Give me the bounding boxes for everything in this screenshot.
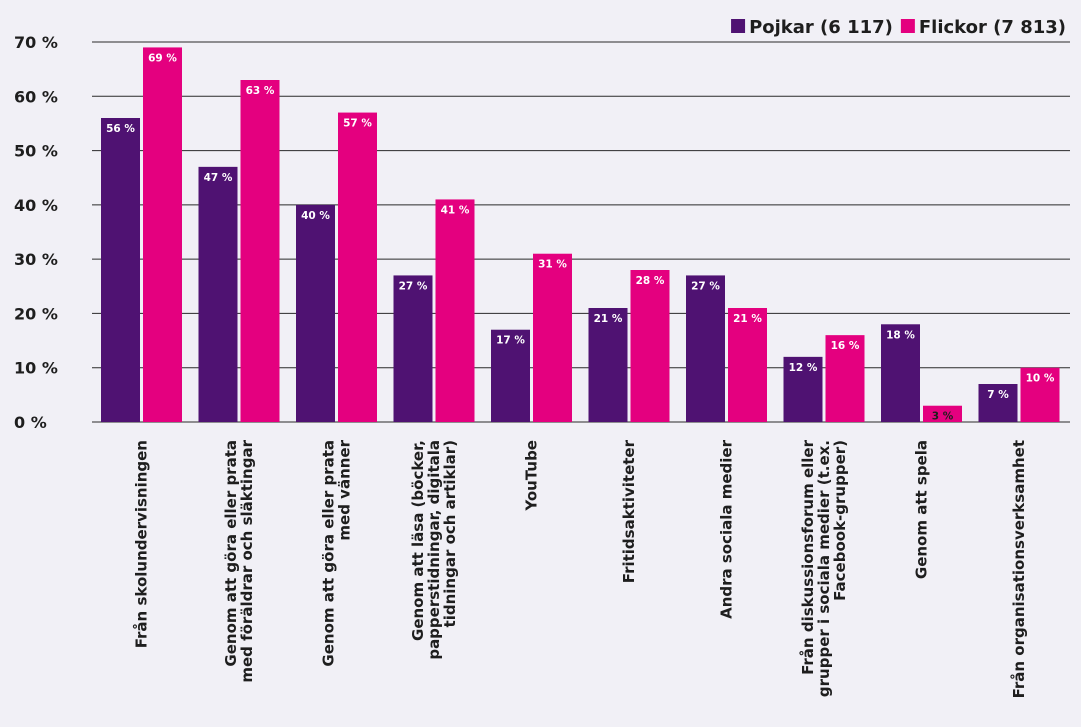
y-axis-ticks: 0 % 10 % 20 % 30 % 40 % 50 % 60 % 70 %: [14, 33, 58, 432]
x-category-label: Fritidsaktiviteter: [620, 439, 638, 583]
bar: [825, 335, 865, 422]
bar: [630, 270, 670, 422]
bar-value-label: 12 %: [789, 362, 818, 374]
gridlines: [92, 41, 1070, 423]
x-category-label: Genom att spela: [913, 440, 931, 579]
y-tick-label: 40 %: [14, 196, 58, 215]
y-tick-label: 30 %: [14, 250, 58, 269]
bar: [491, 329, 530, 422]
bar: [978, 384, 1018, 422]
legend: Flickor (7 813) Pojkar (6 117): [731, 17, 1066, 38]
x-category-label: med vänner: [336, 439, 354, 540]
y-tick-label: 0 %: [14, 413, 47, 432]
bar: [435, 199, 475, 422]
bar-value-label: 21 %: [733, 313, 762, 325]
bar: [393, 275, 433, 422]
bar: [240, 80, 280, 422]
bar-value-label: 18 %: [886, 329, 915, 341]
x-category-label: Andra sociala medier: [718, 439, 736, 618]
x-category-label: Från organisationsverksamhet: [1010, 440, 1028, 698]
bar-value-label: 21 %: [594, 313, 623, 325]
bar-value-label: 56 %: [106, 123, 135, 135]
legend-swatch: [900, 19, 915, 33]
bar: [728, 308, 767, 422]
bar: [338, 112, 377, 423]
bar-value-label: 41 %: [441, 204, 470, 216]
x-category-label: grupper i sociala medier (t.ex.: [815, 440, 833, 697]
bar-value-label: 7 %: [987, 389, 1009, 401]
y-tick-label: 60 %: [14, 87, 58, 106]
x-category-label: Facebook-grupper): [831, 440, 849, 601]
y-tick-label: 70 %: [14, 33, 58, 52]
legend-label: Flickor (7 813): [919, 17, 1066, 38]
y-tick-label: 10 %: [14, 359, 58, 378]
bar-value-label: 57 %: [343, 118, 372, 130]
y-tick-label: 20 %: [14, 304, 58, 323]
y-tick-label: 50 %: [14, 142, 58, 161]
bar-value-label: 63 %: [246, 85, 275, 97]
x-category-label: Genom att göra eller prata: [320, 440, 338, 667]
bar-value-label: 47 %: [204, 172, 233, 184]
legend-swatch: [731, 19, 746, 33]
bar-value-label: 40 %: [301, 210, 330, 222]
bar: [296, 204, 335, 422]
x-category-label: YouTube: [523, 440, 541, 512]
x-category-label: med föräldrar och släktingar: [238, 439, 256, 682]
bar-value-label: 16 %: [831, 340, 860, 352]
bar: [533, 253, 572, 422]
bar: [881, 324, 920, 422]
legend-label: Pojkar (6 117): [749, 17, 893, 38]
bars: [101, 47, 1060, 423]
x-category-label: Från diskussionsforum eller: [799, 439, 817, 674]
x-category-label: tidningar och artiklar): [441, 440, 459, 627]
bar-value-label: 69 %: [148, 52, 177, 64]
x-axis-category-labels: Från skolundervisningen Genom att göra el…: [133, 439, 1029, 698]
x-category-label: papperstidningar, digitala: [425, 440, 443, 660]
bar: [198, 166, 238, 422]
x-category-label: Genom att göra eller prata: [222, 440, 240, 667]
bar: [923, 405, 962, 422]
x-category-label: Från skolundervisningen: [133, 440, 151, 648]
bar-value-label: 28 %: [636, 275, 665, 287]
bar-value-label: 10 %: [1026, 373, 1055, 385]
bar: [143, 47, 182, 423]
bar-value-label: 3 %: [932, 411, 954, 423]
bar-value-label: 27 %: [399, 280, 428, 292]
bar: [783, 356, 823, 422]
bar-value-label: 17 %: [496, 335, 525, 347]
bar-value-label: 31 %: [538, 259, 567, 271]
bar: [101, 118, 140, 422]
bar: [1020, 367, 1060, 422]
bar: [686, 275, 725, 422]
x-category-label: Genom att läsa (böcker,: [409, 440, 427, 641]
bar-value-label: 27 %: [691, 280, 720, 292]
bar: [588, 308, 628, 422]
bar-value-labels: 56 % 69 % 47 % 63 % 40 % 57 % 27 % 41 % 17 % 31 %…: [106, 52, 1055, 422]
